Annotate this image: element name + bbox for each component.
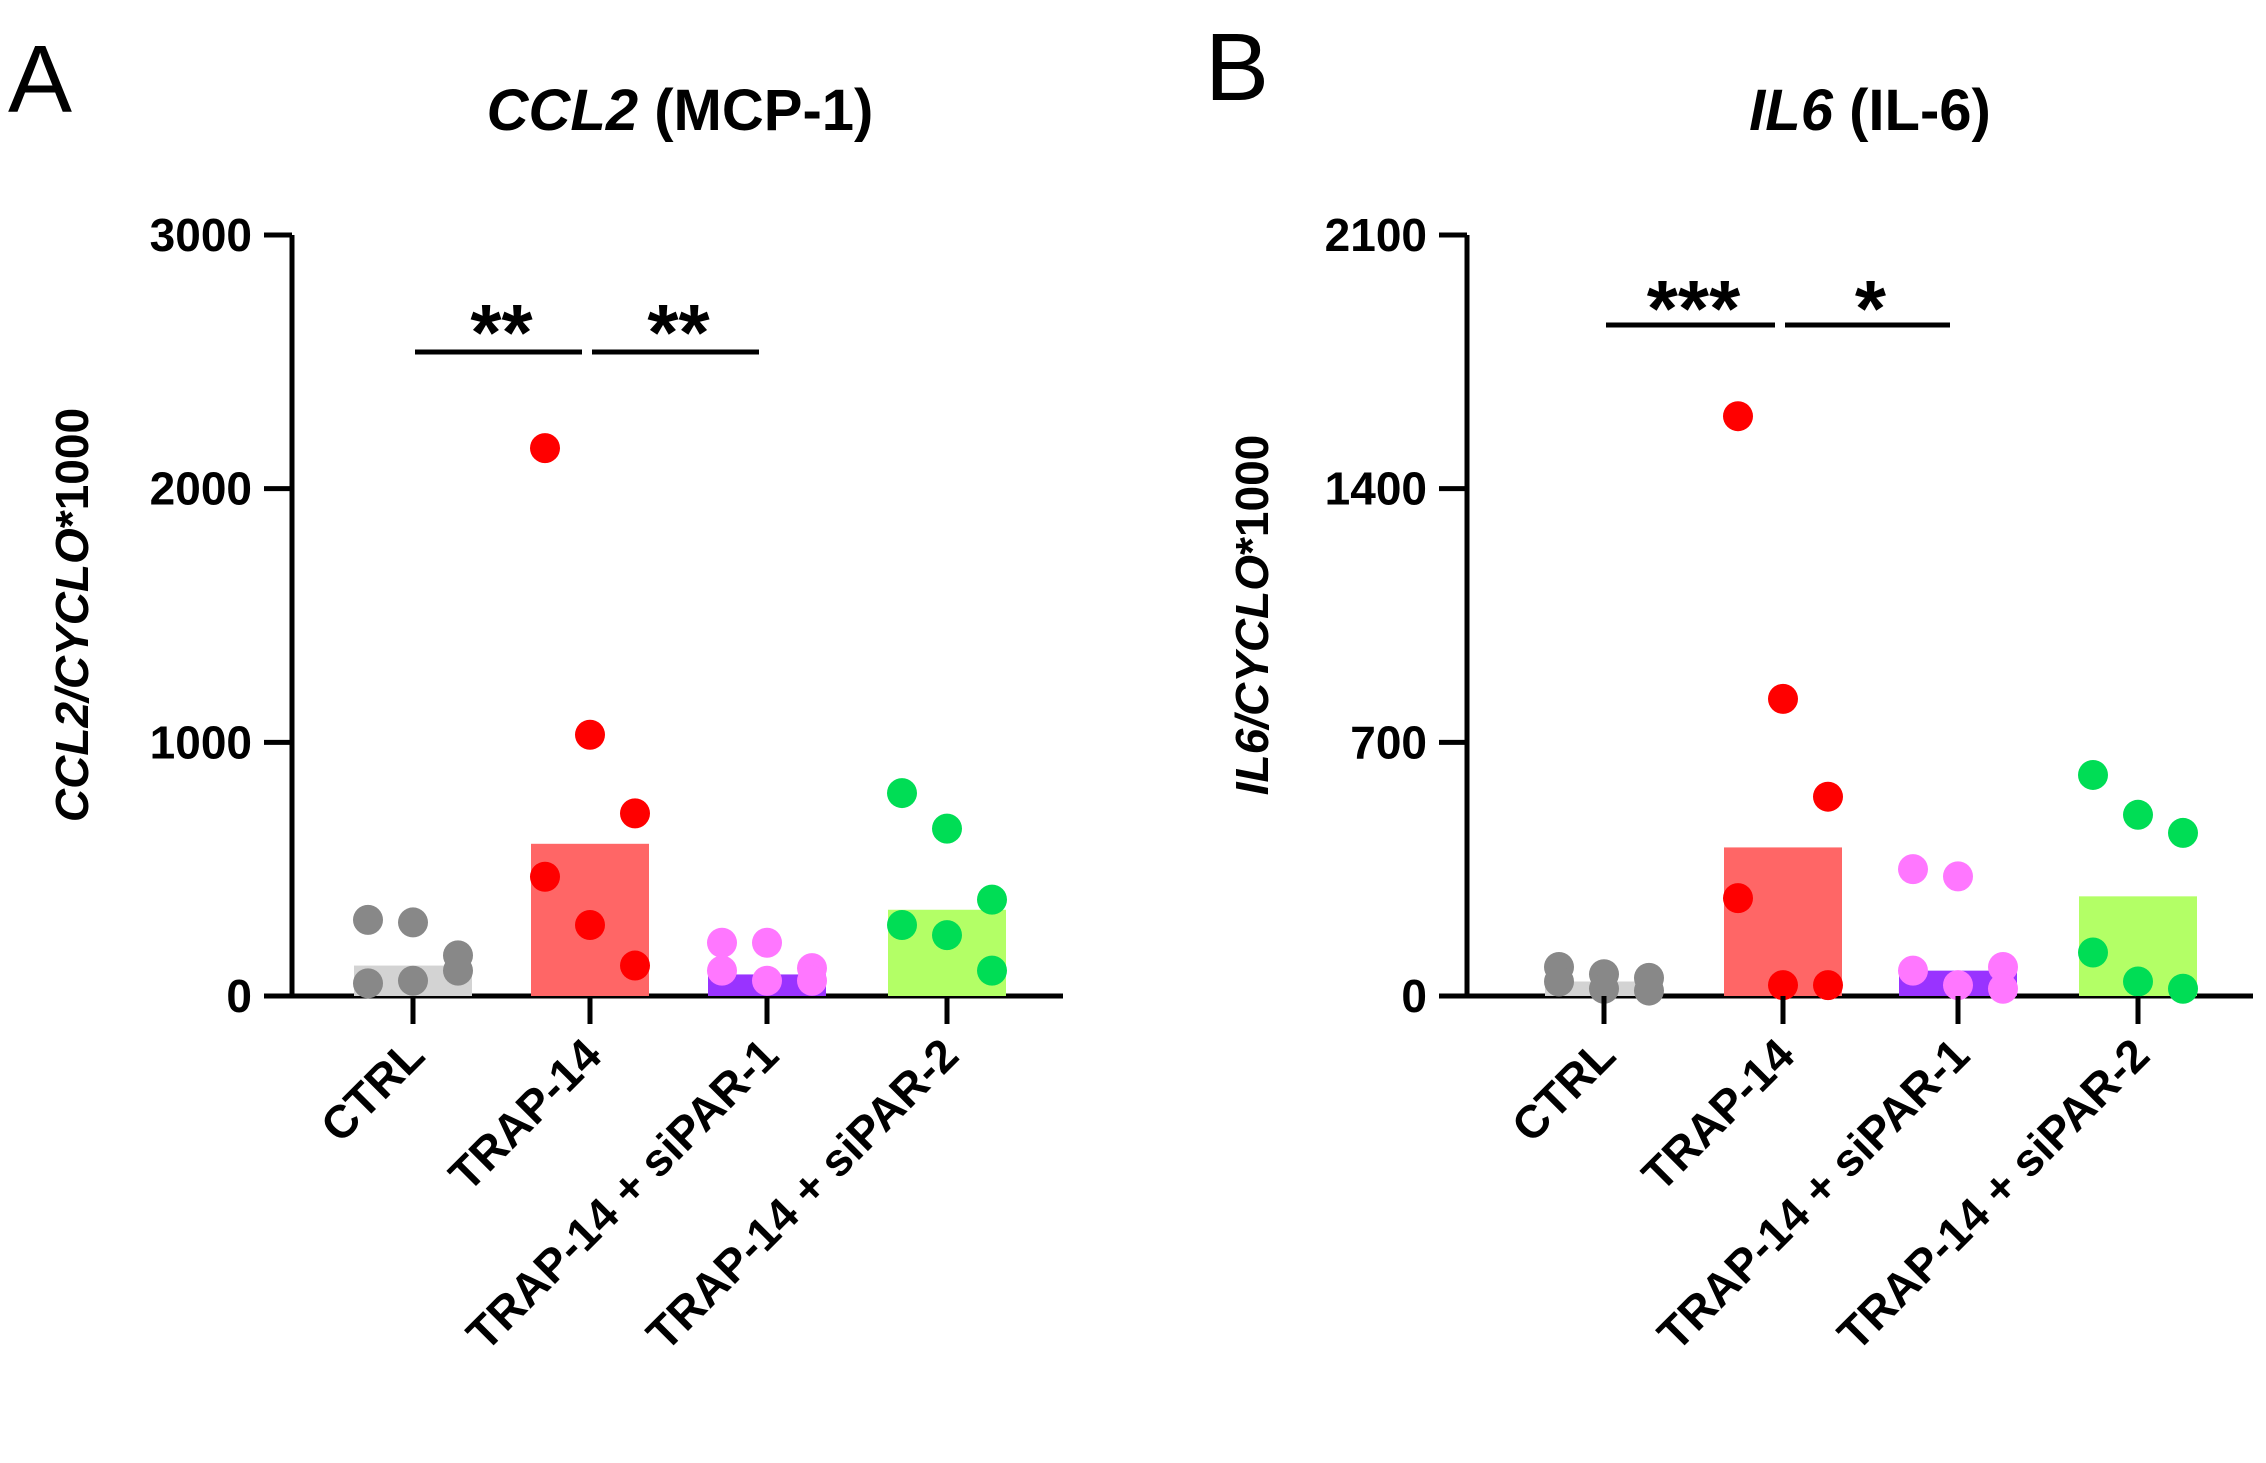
panel-b-title: IL6 (IL-6) bbox=[1749, 78, 1991, 143]
panel-b-data-point bbox=[1768, 970, 1798, 1001]
panel-b-category-label: TRAP-14 + siPAR-2 bbox=[1827, 1028, 2159, 1360]
panel-b-data-point bbox=[1813, 970, 1843, 1001]
panel-b-data-point bbox=[1898, 955, 1928, 986]
panel-a-ylabel: CCL2/CYCLO*1000 bbox=[46, 408, 98, 822]
panel-a-data-point bbox=[575, 909, 605, 940]
panel-b-ylabel-scale: *1000 bbox=[1226, 435, 1278, 555]
panel-b-data-point bbox=[1544, 966, 1574, 997]
panel-a-title: CCL2 (MCP-1) bbox=[487, 78, 874, 143]
panel-a-data-point bbox=[707, 927, 737, 958]
panel-b-data-point bbox=[1943, 970, 1973, 1001]
panel-a-y-tick-label: 0 bbox=[226, 970, 252, 1022]
panel-b-title-gene: IL6 bbox=[1749, 78, 1834, 143]
panel-b-data-point bbox=[2123, 799, 2153, 830]
panel-b-data-point bbox=[1813, 781, 1843, 812]
panel-b-data-point bbox=[2168, 973, 2198, 1004]
panel-a-data-point bbox=[398, 907, 428, 938]
panel-a-category-label: TRAP-14 + siPAR-1 bbox=[456, 1028, 788, 1360]
panel-b-ylabel-ratio: IL6/CYCLO bbox=[1226, 555, 1278, 795]
panel-a-category-label: TRAP-14 + siPAR-2 bbox=[636, 1028, 968, 1360]
panel-a-ylabel-ratio: CCL2/CYCLO bbox=[46, 528, 98, 822]
panel-a-title-gene: CCL2 bbox=[487, 78, 638, 143]
panel-a-y-tick-label: 3000 bbox=[150, 209, 252, 261]
panel-a-title-protein: (MCP-1) bbox=[638, 78, 873, 143]
panel-b-y-tick-label: 2100 bbox=[1325, 209, 1427, 261]
panel-a-data-point bbox=[575, 719, 605, 750]
panel-b-data-point bbox=[2078, 937, 2108, 968]
panel-b-category-label: TRAP-14 + siPAR-1 bbox=[1647, 1028, 1979, 1360]
panel-a-y-tick-label: 2000 bbox=[150, 463, 252, 515]
panel-a-data-point bbox=[752, 965, 782, 996]
panel-b-data-point bbox=[1589, 973, 1619, 1004]
panel-b-data-point bbox=[1898, 854, 1928, 885]
panel-b-y-tick-label: 1400 bbox=[1325, 463, 1427, 515]
panel-b-data-point bbox=[1768, 683, 1798, 714]
panel-a-y-tick-label: 1000 bbox=[150, 716, 252, 768]
panel-a-significance-label: ** bbox=[470, 288, 533, 377]
panel-a-data-point bbox=[932, 813, 962, 844]
panel-b-letter: B bbox=[1205, 14, 1269, 121]
panel-a-data-point bbox=[443, 955, 473, 986]
panel-a-data-point bbox=[887, 909, 917, 940]
panel-a-data-point bbox=[887, 778, 917, 809]
panel-a-significance-label: ** bbox=[647, 288, 710, 377]
panel-b-data-point bbox=[2168, 817, 2198, 848]
panel-b-data-point bbox=[1943, 861, 1973, 892]
panel-b-data-point bbox=[1988, 952, 2018, 983]
panel-b-data-point bbox=[1634, 975, 1664, 1006]
panel-a-category-label: TRAP-14 bbox=[439, 1028, 612, 1201]
panel-b-ylabel: IL6/CYCLO*1000 bbox=[1226, 435, 1278, 795]
panel-a-data-point bbox=[530, 861, 560, 892]
panel-b-significance-label: *** bbox=[1647, 264, 1741, 353]
panel-a-data-point bbox=[932, 920, 962, 951]
panel-b-category-label: CTRL bbox=[1502, 1028, 1625, 1151]
panel-a-data-point bbox=[398, 965, 428, 996]
panel-a-data-point bbox=[620, 950, 650, 981]
panel-a-data-point bbox=[707, 955, 737, 986]
panel-a-category-label: CTRL bbox=[311, 1028, 434, 1151]
panel-a-data-point bbox=[977, 884, 1007, 915]
panel-b-data-point bbox=[2123, 966, 2153, 997]
panel-a-letter: A bbox=[8, 26, 72, 133]
panel-b-y-tick-label: 0 bbox=[1401, 970, 1427, 1022]
panel-b-data-point bbox=[1723, 401, 1753, 432]
panel-a-data-point bbox=[797, 965, 827, 996]
panel-b-significance-label: * bbox=[1855, 264, 1887, 353]
panel-b-data-point bbox=[1723, 883, 1753, 914]
panel-a-data-point bbox=[353, 968, 383, 999]
panel-b-y-tick-label: 700 bbox=[1350, 716, 1427, 768]
panel-a-data-point bbox=[353, 904, 383, 935]
panel-a-data-point bbox=[752, 927, 782, 958]
panel-a-data-point bbox=[977, 955, 1007, 986]
panel-a-data-point bbox=[530, 433, 560, 464]
panel-b-category-label: TRAP-14 bbox=[1632, 1028, 1805, 1201]
panel-a-data-point bbox=[620, 798, 650, 829]
panel-b-data-point bbox=[2078, 759, 2108, 790]
panel-b-data-point bbox=[1988, 973, 2018, 1004]
panel-b-title-protein: (IL-6) bbox=[1833, 78, 1991, 143]
panel-a-ylabel-scale: *1000 bbox=[46, 408, 98, 528]
